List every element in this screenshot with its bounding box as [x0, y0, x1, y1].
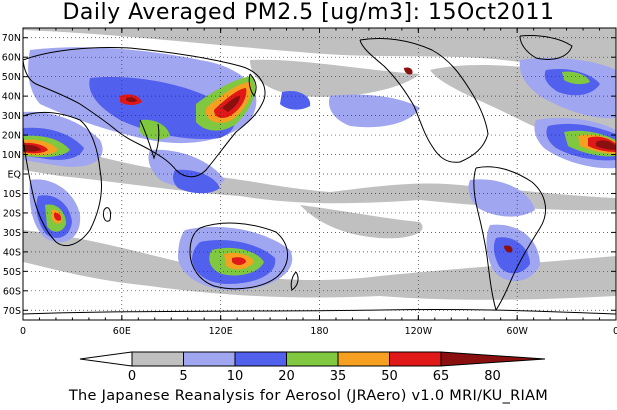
darkred-zone-south-america: [504, 245, 513, 253]
gridlines: [23, 28, 616, 320]
darkred-zone-africa-west: [596, 140, 616, 150]
red-zone-south-africa: [54, 212, 62, 221]
colorbar-tick-label: 20: [278, 369, 295, 384]
coast-india: [139, 119, 160, 160]
lat-label: 50N: [2, 72, 21, 83]
coast-greenland: [519, 35, 573, 60]
lon-label: 60W: [506, 326, 528, 337]
lon-label: 0: [20, 326, 26, 337]
lat-label: 30N: [2, 111, 21, 122]
lat-label: 50S: [3, 267, 21, 278]
lon-label: 120W: [405, 326, 433, 337]
colorbar-swatch: [131, 351, 184, 367]
coast-africa: [23, 112, 103, 246]
colorbar-swatch: [286, 351, 339, 367]
lat-labels: 70N 60N 50N 40N 30N 20N 10N EQ 10S 20S 30S 40S 50S 60…: [2, 33, 21, 317]
lat-label: 10S: [3, 189, 21, 200]
lat-label: 40N: [2, 92, 21, 103]
gray-zone-pacific-north: [250, 59, 420, 97]
colorbar-swatch: [389, 351, 442, 367]
red-zone-australia: [232, 257, 246, 265]
colorbar-tick-label: 65: [433, 369, 450, 384]
lat-label: 60S: [3, 286, 21, 297]
lon-label: 0: [613, 326, 617, 337]
db-zone-argentina: [493, 237, 530, 274]
coast-australia: [189, 222, 288, 290]
lat-label: EQ: [8, 170, 21, 181]
colorbar-tick-label: 35: [330, 369, 347, 384]
coast-japan: [248, 73, 257, 97]
lon-label: 60E: [113, 326, 131, 337]
colorbar-swatch: [79, 351, 133, 367]
colorbar-tick-label: 50: [381, 369, 398, 384]
darkred-zone-china: [222, 96, 240, 112]
gray-zone-arctic: [23, 28, 616, 72]
lb-zone-north-pacific: [328, 94, 420, 128]
darkred-zone-africa: [23, 144, 41, 152]
green-zone-north-atlantic: [562, 71, 590, 85]
lon-labels: 0 60E 120E 180 120W 60W 0: [20, 326, 617, 337]
darkred-zone-india: [126, 97, 137, 103]
coastlines: [23, 35, 616, 315]
coast-madagascar: [103, 207, 111, 222]
lat-label: 60N: [2, 53, 21, 64]
footer-credit: The Japanese Reanalysis for Aerosol (JRA…: [68, 388, 549, 404]
colorbar-tick-label: 10: [227, 369, 244, 384]
gray-zone-tropics: [23, 140, 616, 211]
lat-label: 10N: [2, 150, 21, 161]
colorbar-tick-label: 5: [179, 369, 187, 384]
coast-eurasia: [23, 47, 266, 178]
map-title: Daily Averaged PM2.5 [ug/m3]: 15Oct2011: [62, 0, 555, 25]
gray-zone-south-2: [300, 205, 423, 239]
lat-label: 30S: [3, 228, 21, 239]
darkred-zone-americas: [404, 67, 413, 75]
colorbar-swatch: [234, 351, 287, 367]
lat-label: 70N: [2, 33, 21, 44]
colorbar-tick-label: 80: [484, 369, 501, 384]
colorbar-tick-label: 0: [128, 369, 136, 384]
lat-label: 70S: [3, 306, 21, 317]
colorbar-swatch: [183, 351, 236, 367]
colorbar: [79, 351, 546, 367]
green-zone-india: [140, 119, 170, 140]
lon-label: 120E: [209, 326, 233, 337]
coast-antarctica: [23, 308, 616, 315]
coast-south-america: [473, 166, 547, 312]
colorbar-swatch: [440, 351, 546, 367]
colorbar-swatch: [337, 351, 390, 367]
colorbar-labels: 0 5 10 20 35 50 65 80: [128, 369, 501, 384]
tick-marks: [22, 28, 617, 320]
pm25-field: [23, 28, 616, 300]
lon-label: 180: [310, 326, 328, 337]
db-zone-north-pacific: [280, 90, 311, 110]
gray-zone-south-1: [23, 230, 616, 300]
lat-label: 20N: [2, 131, 21, 142]
lat-label: 20S: [3, 208, 21, 219]
coast-new-zealand: [290, 271, 299, 291]
coast-north-america: [359, 37, 489, 163]
lb-zone-south-america: [468, 179, 535, 217]
lat-label: 40S: [3, 247, 21, 258]
